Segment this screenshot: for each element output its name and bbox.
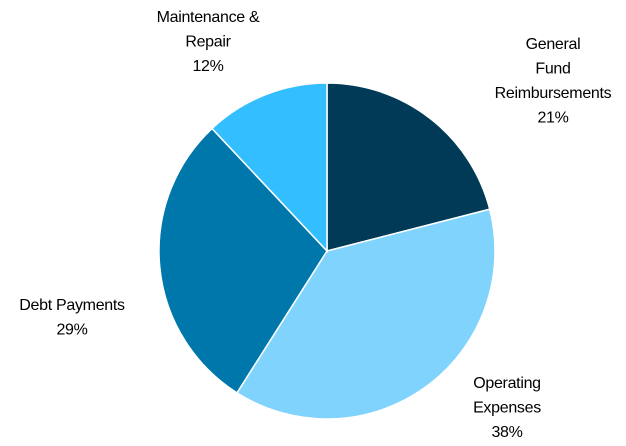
- pie-slice: [210, 82, 328, 253]
- slice-label: Debt Payments: [19, 297, 125, 314]
- slice-value-label: 12%: [192, 58, 223, 75]
- pie-slice: [326, 82, 491, 252]
- slice-label: Maintenance &: [157, 9, 260, 26]
- slice-value-label: 29%: [56, 322, 87, 339]
- slice-label: Operating: [473, 375, 541, 392]
- slice-label: Repair: [185, 34, 231, 51]
- slice-label: Expenses: [473, 400, 541, 417]
- slice-value-label: 21%: [537, 110, 568, 127]
- slice-label: General: [526, 36, 581, 53]
- pie-slice: [235, 208, 496, 420]
- slice-label: Fund: [535, 61, 570, 78]
- slice-label: Reimbursements: [495, 85, 612, 102]
- slice-value-label: 38%: [491, 424, 522, 441]
- pie-slice: [158, 127, 328, 394]
